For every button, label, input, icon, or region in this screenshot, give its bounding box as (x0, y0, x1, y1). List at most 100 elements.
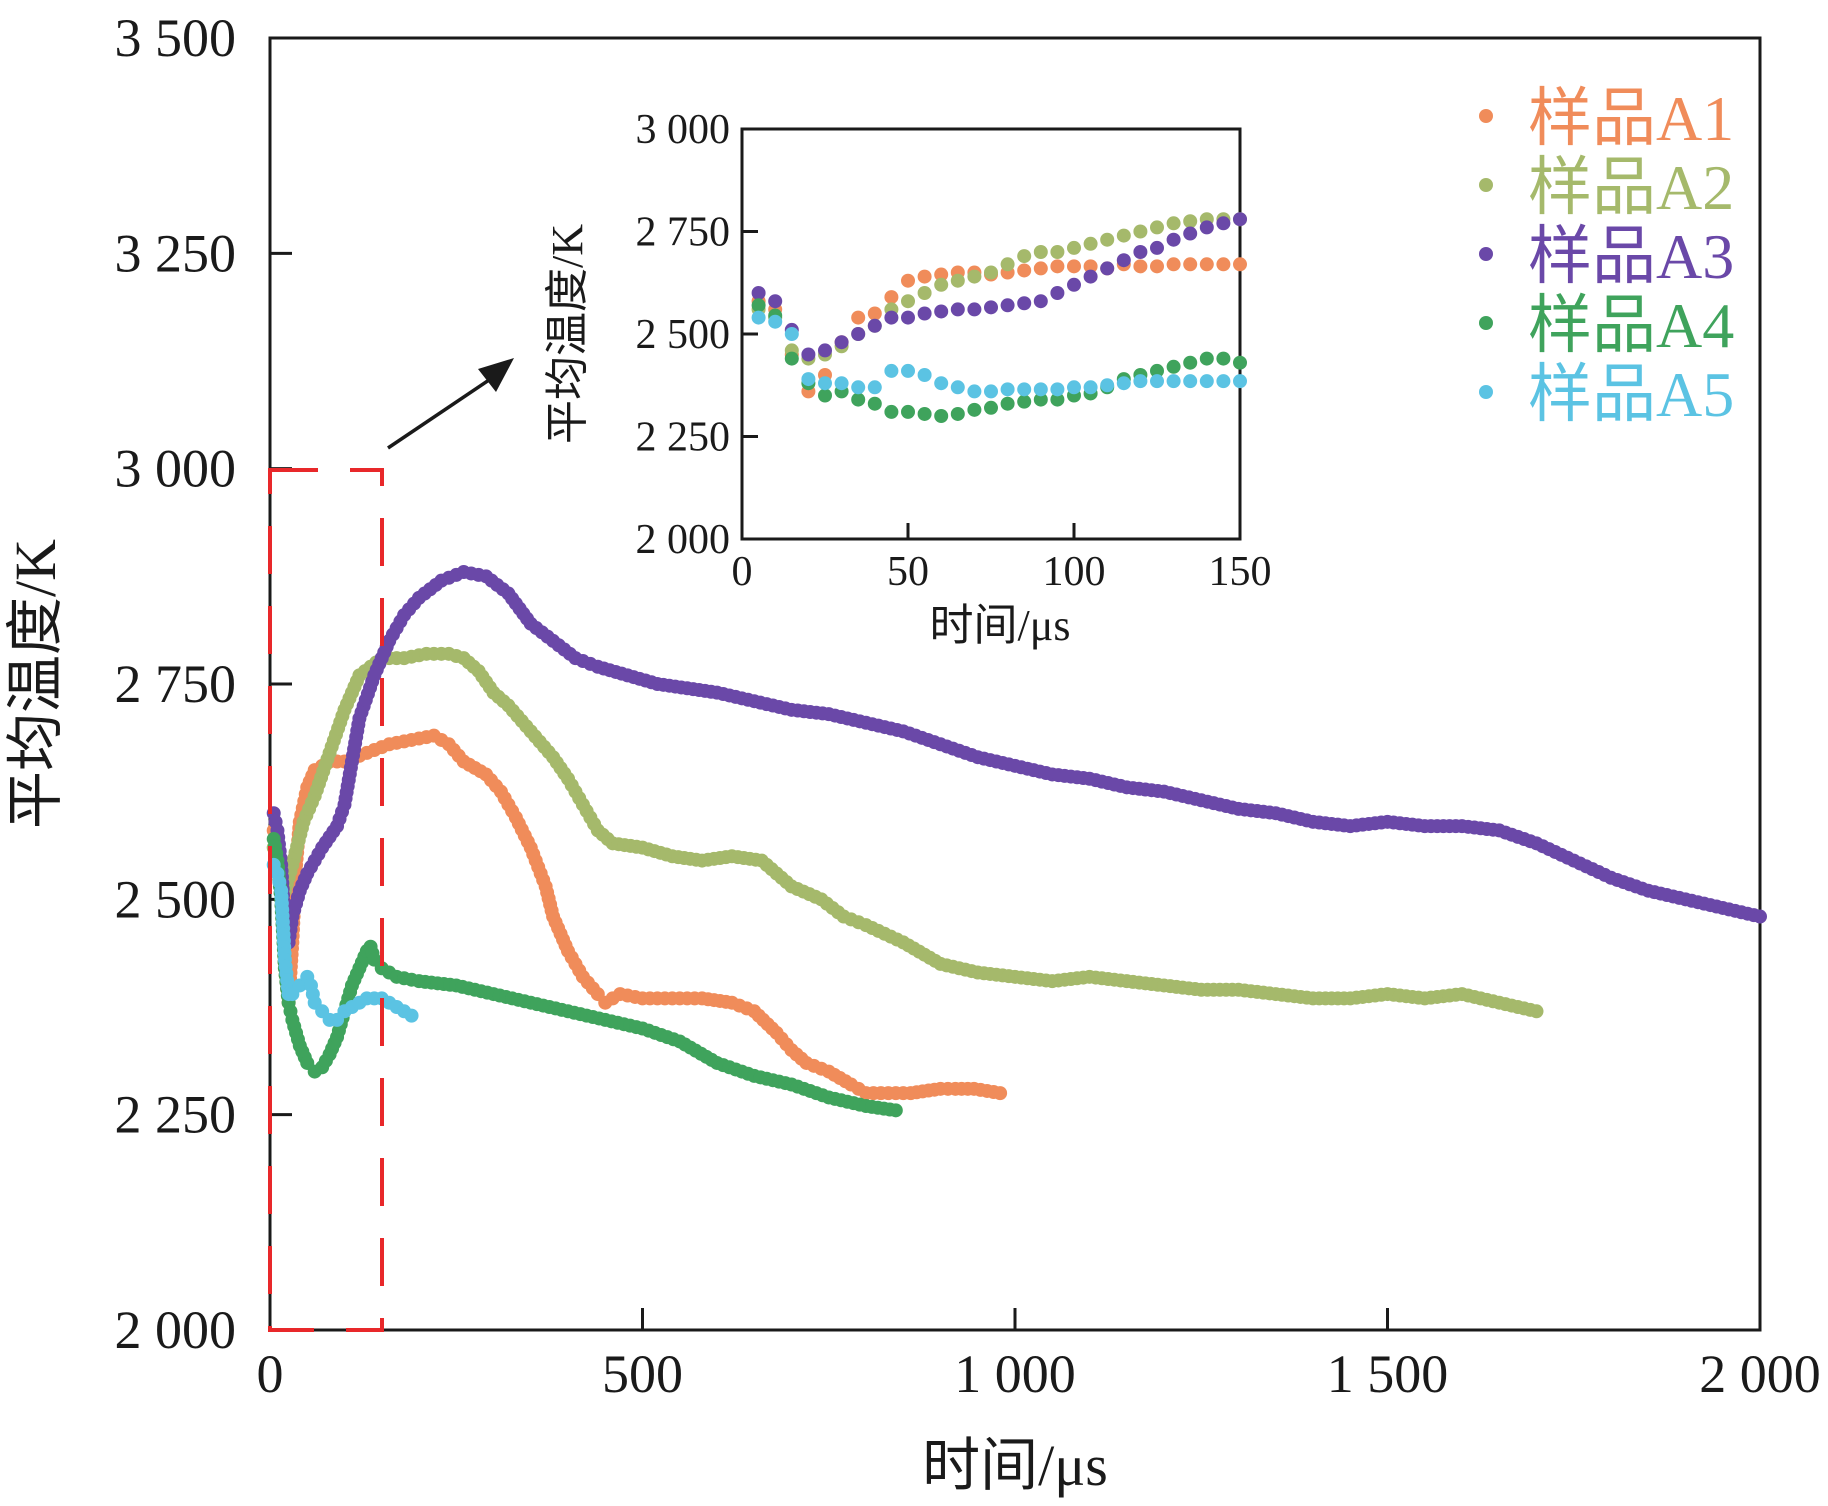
data-point (1199, 257, 1214, 272)
data-point (1000, 396, 1015, 411)
data-point (1000, 382, 1015, 397)
x-tick-label: 0 (257, 1344, 284, 1404)
data-point (934, 376, 949, 391)
y-tick-label: 3 000 (636, 107, 731, 153)
data-point (851, 327, 866, 341)
data-point (1017, 382, 1032, 397)
x-tick-label: 2 000 (1699, 1344, 1821, 1404)
data-point (917, 286, 932, 300)
data-point (1133, 374, 1148, 389)
data-point (768, 314, 783, 329)
data-point (1216, 351, 1231, 366)
y-tick-label: 2 500 (636, 312, 731, 358)
data-point (1050, 259, 1065, 274)
data-point (1133, 224, 1148, 239)
legend-marker (1479, 109, 1493, 123)
data-point (1033, 245, 1048, 259)
series-2 (266, 646, 1544, 1019)
data-point (1050, 382, 1065, 397)
data-point (1183, 214, 1198, 229)
data-point (818, 388, 832, 403)
data-point (1166, 359, 1181, 374)
data-point (917, 269, 932, 284)
inset-plot-frame (740, 127, 1242, 541)
legend-marker (1479, 316, 1493, 330)
data-point (1033, 294, 1048, 309)
data-point (884, 404, 899, 419)
data-point (1033, 392, 1048, 407)
data-point (1067, 240, 1081, 255)
legend-item: 样品A1 (1479, 83, 1734, 154)
data-point (884, 310, 899, 325)
data-point (1000, 257, 1015, 272)
data-point (1183, 257, 1198, 272)
legend-label: 样品A2 (1528, 152, 1734, 223)
data-point (834, 376, 849, 391)
data-point (901, 294, 915, 309)
data-point (851, 392, 866, 407)
data-point (834, 335, 849, 350)
data-point (1216, 216, 1231, 231)
data-point (1199, 374, 1214, 389)
y-tick-label: 3 500 (115, 8, 237, 68)
data-point (1050, 245, 1065, 259)
data-point (1183, 226, 1198, 241)
data-point (1183, 355, 1198, 370)
x-tick-label: 100 (1043, 549, 1106, 595)
data-point (1083, 236, 1098, 251)
data-point (404, 1008, 419, 1023)
legend-item: 样品A5 (1479, 359, 1734, 430)
main-y-axis-label: 平均温度/K (3, 539, 68, 829)
inset-ticks (740, 127, 1242, 541)
data-point (1150, 240, 1164, 255)
data-point (1133, 259, 1148, 274)
data-point (888, 1103, 903, 1118)
x-tick-label: 150 (1209, 549, 1272, 595)
series-1 (266, 728, 1008, 1101)
data-point (1067, 277, 1081, 292)
data-point (784, 351, 799, 366)
x-tick-label: 1 000 (954, 1344, 1076, 1404)
main-data-points (266, 565, 1767, 1118)
data-point (867, 396, 882, 411)
x-tick-label: 0 (732, 549, 753, 595)
x-tick-label: 50 (887, 549, 929, 595)
data-point (1753, 909, 1767, 924)
y-tick-label: 2 000 (636, 517, 731, 563)
data-point (984, 265, 998, 280)
data-point (1166, 216, 1181, 231)
data-point (867, 318, 882, 333)
data-point (1017, 249, 1032, 264)
data-point (967, 402, 982, 417)
y-tick-label: 3 250 (115, 223, 237, 283)
data-point (1000, 298, 1015, 313)
y-tick-label: 2 000 (115, 1300, 237, 1360)
data-point (1067, 380, 1081, 395)
x-tick-label: 1 500 (1327, 1344, 1449, 1404)
data-point (1233, 257, 1247, 272)
data-point (1233, 212, 1247, 227)
data-point (768, 294, 783, 309)
data-point (950, 273, 965, 288)
data-point (751, 310, 766, 325)
data-point (984, 384, 998, 399)
data-point (1166, 232, 1181, 247)
legend-marker (1479, 385, 1493, 399)
data-point (1017, 394, 1032, 409)
data-point (1216, 374, 1231, 389)
data-point (984, 400, 998, 415)
data-point (818, 343, 832, 358)
data-point (851, 310, 866, 325)
data-point (1083, 269, 1098, 284)
inset-y-axis-label: 平均温度/K (543, 224, 592, 444)
data-point (934, 267, 949, 282)
data-point (1050, 286, 1065, 300)
data-point (867, 380, 882, 395)
data-point (950, 406, 965, 421)
data-point (934, 409, 949, 423)
legend-label: 样品A3 (1528, 221, 1734, 292)
y-tick-label: 2 750 (636, 210, 731, 256)
